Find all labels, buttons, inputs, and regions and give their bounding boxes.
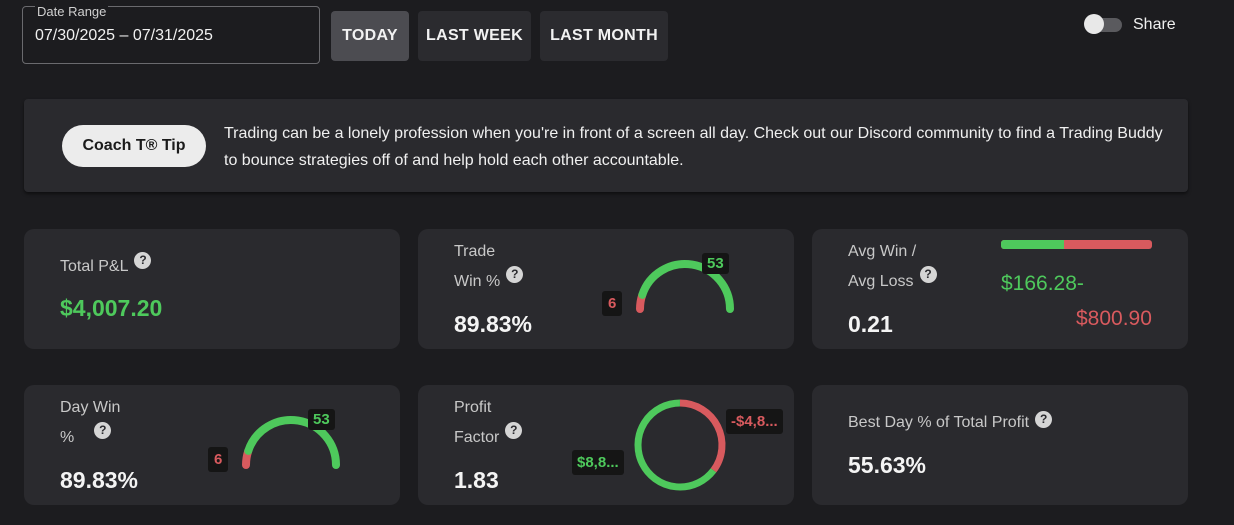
avg-win-loss-label-1: Avg Win / xyxy=(848,243,917,260)
avg-win-loss-label-row: Avg Loss? xyxy=(848,266,937,297)
avg-loss-amount: $800.90 xyxy=(1076,307,1152,330)
profit-factor-donut xyxy=(634,399,726,491)
date-range-value[interactable]: 07/30/2025 – 07/31/2025 xyxy=(35,27,213,44)
total-pl-label: Total P&L xyxy=(60,258,129,275)
day-win-gauge xyxy=(242,416,340,469)
avg-win-fill xyxy=(1001,240,1065,249)
profit-factor-label-row: Factor? xyxy=(454,422,523,453)
date-range-field[interactable]: Date Range 07/30/2025 – 07/31/2025 xyxy=(22,4,320,64)
day-win-label-1: Day Win xyxy=(60,399,121,416)
profit-factor-label-1: Profit xyxy=(454,399,492,416)
help-icon[interactable]: ? xyxy=(94,422,112,440)
avg-win-amount: $166.28- xyxy=(1001,272,1084,295)
gauge-win-arc xyxy=(244,416,340,469)
best-day-label-row: Best Day % of Total Profit? xyxy=(848,408,1053,438)
best-day-label: Best Day % of Total Profit xyxy=(848,414,1030,431)
day-win-card xyxy=(24,385,400,505)
coach-tip-text: Trading can be a lonely profession when … xyxy=(224,125,1163,169)
gauge-win-arc xyxy=(638,260,734,313)
day-win-label-2: % xyxy=(60,429,75,446)
today-button[interactable]: TODAY xyxy=(331,11,409,61)
total-pl-label-row: Total P&L? xyxy=(60,252,152,282)
day-win-label-row: %? xyxy=(60,422,112,453)
trade-win-label-1: Trade xyxy=(454,243,496,260)
donut-loss-arc xyxy=(679,399,726,473)
total-pl-card xyxy=(24,229,400,349)
profit-factor-gross-loss: -$4,8... xyxy=(726,409,783,434)
trade-win-label-row: Win %? xyxy=(454,266,524,297)
help-icon[interactable]: ? xyxy=(506,266,524,284)
coach-tip-panel xyxy=(24,99,1188,192)
help-icon[interactable]: ? xyxy=(1035,411,1053,429)
help-icon[interactable]: ? xyxy=(134,252,152,270)
day-win-wins: 53 xyxy=(308,409,335,430)
profit-factor-label-2: Factor xyxy=(454,429,500,446)
avg-win-loss-card xyxy=(812,229,1188,349)
last-week-button[interactable]: LAST WEEK xyxy=(418,11,531,61)
best-day-card xyxy=(812,385,1188,505)
last-month-button[interactable]: LAST MONTH xyxy=(540,11,668,61)
donut-profit-arc xyxy=(634,399,717,491)
day-win-value: 89.83% xyxy=(60,467,139,493)
trade-win-label-2: Win % xyxy=(454,273,501,290)
profit-factor-gross-profit: $8,8... xyxy=(572,450,624,475)
help-icon[interactable]: ? xyxy=(505,422,523,440)
total-pl-value: $4,007.20 xyxy=(60,295,163,321)
help-icon[interactable]: ? xyxy=(919,266,937,284)
share-label: Share xyxy=(1133,16,1176,33)
profit-factor-value: 1.83 xyxy=(454,467,499,493)
day-win-losses: 6 xyxy=(208,447,229,472)
date-range-label: Date Range xyxy=(35,4,109,19)
trade-win-value: 89.83% xyxy=(454,311,533,337)
avg-win-loss-ratio-bar xyxy=(1001,240,1152,249)
share-toggle[interactable] xyxy=(1084,14,1122,34)
share-toggle-knob xyxy=(1084,14,1104,34)
trade-win-card xyxy=(418,229,794,349)
avg-win-loss-value: 0.21 xyxy=(848,311,893,337)
profit-factor-card xyxy=(418,385,794,505)
coach-tip-button[interactable]: Coach T® Tip xyxy=(62,125,206,167)
trade-win-wins: 53 xyxy=(702,253,729,274)
best-day-value: 55.63% xyxy=(848,452,927,478)
trade-win-gauge xyxy=(636,260,734,313)
trade-win-losses: 6 xyxy=(602,291,623,316)
avg-win-loss-label-2: Avg Loss xyxy=(848,273,914,290)
